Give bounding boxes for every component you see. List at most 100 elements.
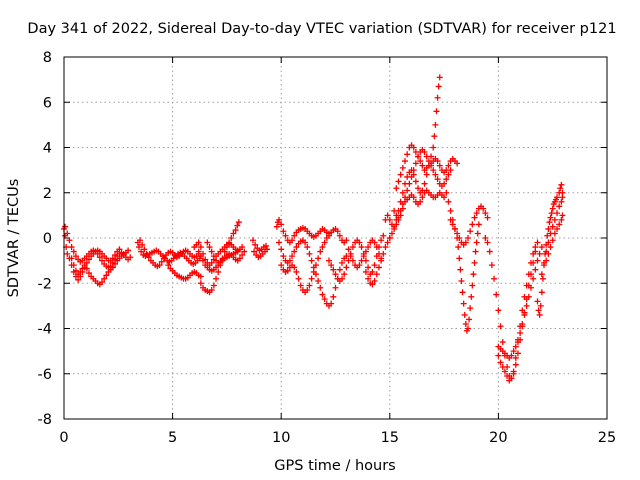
data-point-marker xyxy=(251,248,258,255)
data-point-marker xyxy=(210,253,217,260)
data-point-marker xyxy=(197,253,204,260)
data-point-marker xyxy=(291,264,298,271)
x-tick-label: 5 xyxy=(168,430,177,446)
data-point-marker xyxy=(536,250,543,257)
x-axis-label: GPS time / hours xyxy=(274,458,395,474)
y-tick-label: -8 xyxy=(38,412,52,428)
data-point-marker xyxy=(397,212,404,219)
data-point-marker xyxy=(395,216,402,223)
data-point-marker xyxy=(530,275,537,282)
data-point-marker xyxy=(514,336,521,343)
data-point-marker xyxy=(467,228,474,235)
y-tick-label: -2 xyxy=(38,276,52,292)
data-point-marker xyxy=(358,244,365,251)
data-point-marker xyxy=(239,251,246,258)
x-tick-label: 0 xyxy=(59,430,68,446)
data-point-marker xyxy=(332,271,339,278)
data-point-marker xyxy=(432,171,439,178)
data-point-marker xyxy=(510,370,517,377)
data-point-marker xyxy=(278,262,285,269)
data-point-marker xyxy=(284,267,291,274)
data-point-marker xyxy=(499,339,506,346)
x-tick-label: 15 xyxy=(381,430,399,446)
data-point-marker xyxy=(417,198,424,205)
data-point-marker xyxy=(289,237,296,244)
data-point-marker xyxy=(534,257,541,264)
data-point-marker xyxy=(343,264,350,271)
data-point-marker xyxy=(72,253,79,260)
data-point-marker xyxy=(530,259,537,266)
y-axis-label: SDTVAR / TECUs xyxy=(6,179,22,298)
data-point-marker xyxy=(534,298,541,305)
data-point-marker xyxy=(434,94,441,101)
data-point-marker xyxy=(221,248,228,255)
data-point-marker xyxy=(557,185,564,192)
data-point-marker xyxy=(234,248,241,255)
data-point-marker xyxy=(109,264,116,271)
data-point-marker xyxy=(62,223,69,230)
data-point-marker xyxy=(510,348,517,355)
data-point-marker xyxy=(235,219,242,226)
data-point-marker xyxy=(312,262,319,269)
data-point-marker xyxy=(156,262,163,269)
data-point-marker xyxy=(310,268,317,275)
data-point-marker xyxy=(349,244,356,251)
data-point-marker xyxy=(384,239,391,246)
data-point-marker xyxy=(252,241,259,248)
data-point-marker xyxy=(386,235,393,241)
data-point-marker xyxy=(412,160,419,167)
data-point-marker xyxy=(493,291,500,298)
data-point-marker xyxy=(457,266,464,273)
data-point-marker xyxy=(454,160,461,167)
data-point-marker xyxy=(286,257,293,264)
data-point-marker xyxy=(412,149,419,156)
data-point-marker xyxy=(137,237,144,244)
data-point-marker xyxy=(548,210,555,217)
data-point-marker xyxy=(210,282,217,289)
grid xyxy=(64,57,607,419)
data-point-marker xyxy=(197,280,204,287)
data-point-marker xyxy=(81,262,88,269)
data-point-marker xyxy=(417,158,424,165)
data-point-marker xyxy=(208,248,215,255)
data-point-marker xyxy=(70,248,77,255)
data-point-marker xyxy=(208,259,215,266)
data-point-marker xyxy=(431,133,438,140)
data-point-marker xyxy=(537,302,544,309)
x-tick-label: 25 xyxy=(598,430,616,446)
data-point-marker xyxy=(280,228,287,235)
data-point-marker xyxy=(433,108,440,115)
data-point-marker xyxy=(508,375,515,382)
data-point-marker xyxy=(539,275,546,282)
data-point-marker xyxy=(339,275,346,282)
y-tick-label: -6 xyxy=(38,367,52,383)
data-point-marker xyxy=(460,300,467,307)
data-point-marker xyxy=(373,271,380,278)
data-point-marker xyxy=(380,232,387,239)
data-point-marker xyxy=(362,248,369,255)
data-point-marker xyxy=(371,277,378,284)
data-point-marker xyxy=(415,153,422,160)
data-point-marker xyxy=(519,320,526,327)
data-point-marker xyxy=(328,262,335,269)
data-point-marker xyxy=(443,176,450,183)
data-point-marker xyxy=(514,350,521,357)
data-point-marker xyxy=(278,246,285,253)
data-point-marker xyxy=(276,239,283,246)
data-point-marker xyxy=(464,235,471,241)
data-point-marker xyxy=(559,189,566,196)
data-point-marker xyxy=(369,281,376,288)
data-point-marker xyxy=(473,239,480,246)
data-point-marker xyxy=(380,250,387,257)
data-point-marker xyxy=(356,239,363,246)
data-point-marker xyxy=(458,277,465,284)
data-point-marker xyxy=(430,144,437,151)
data-point-marker xyxy=(459,289,466,296)
data-point-marker xyxy=(472,248,479,255)
data-point-marker xyxy=(549,237,556,244)
data-point-marker xyxy=(306,282,313,289)
data-point-marker xyxy=(527,284,534,291)
data-point-marker xyxy=(139,241,146,248)
data-point-marker xyxy=(402,158,409,165)
data-point-marker xyxy=(434,176,441,183)
